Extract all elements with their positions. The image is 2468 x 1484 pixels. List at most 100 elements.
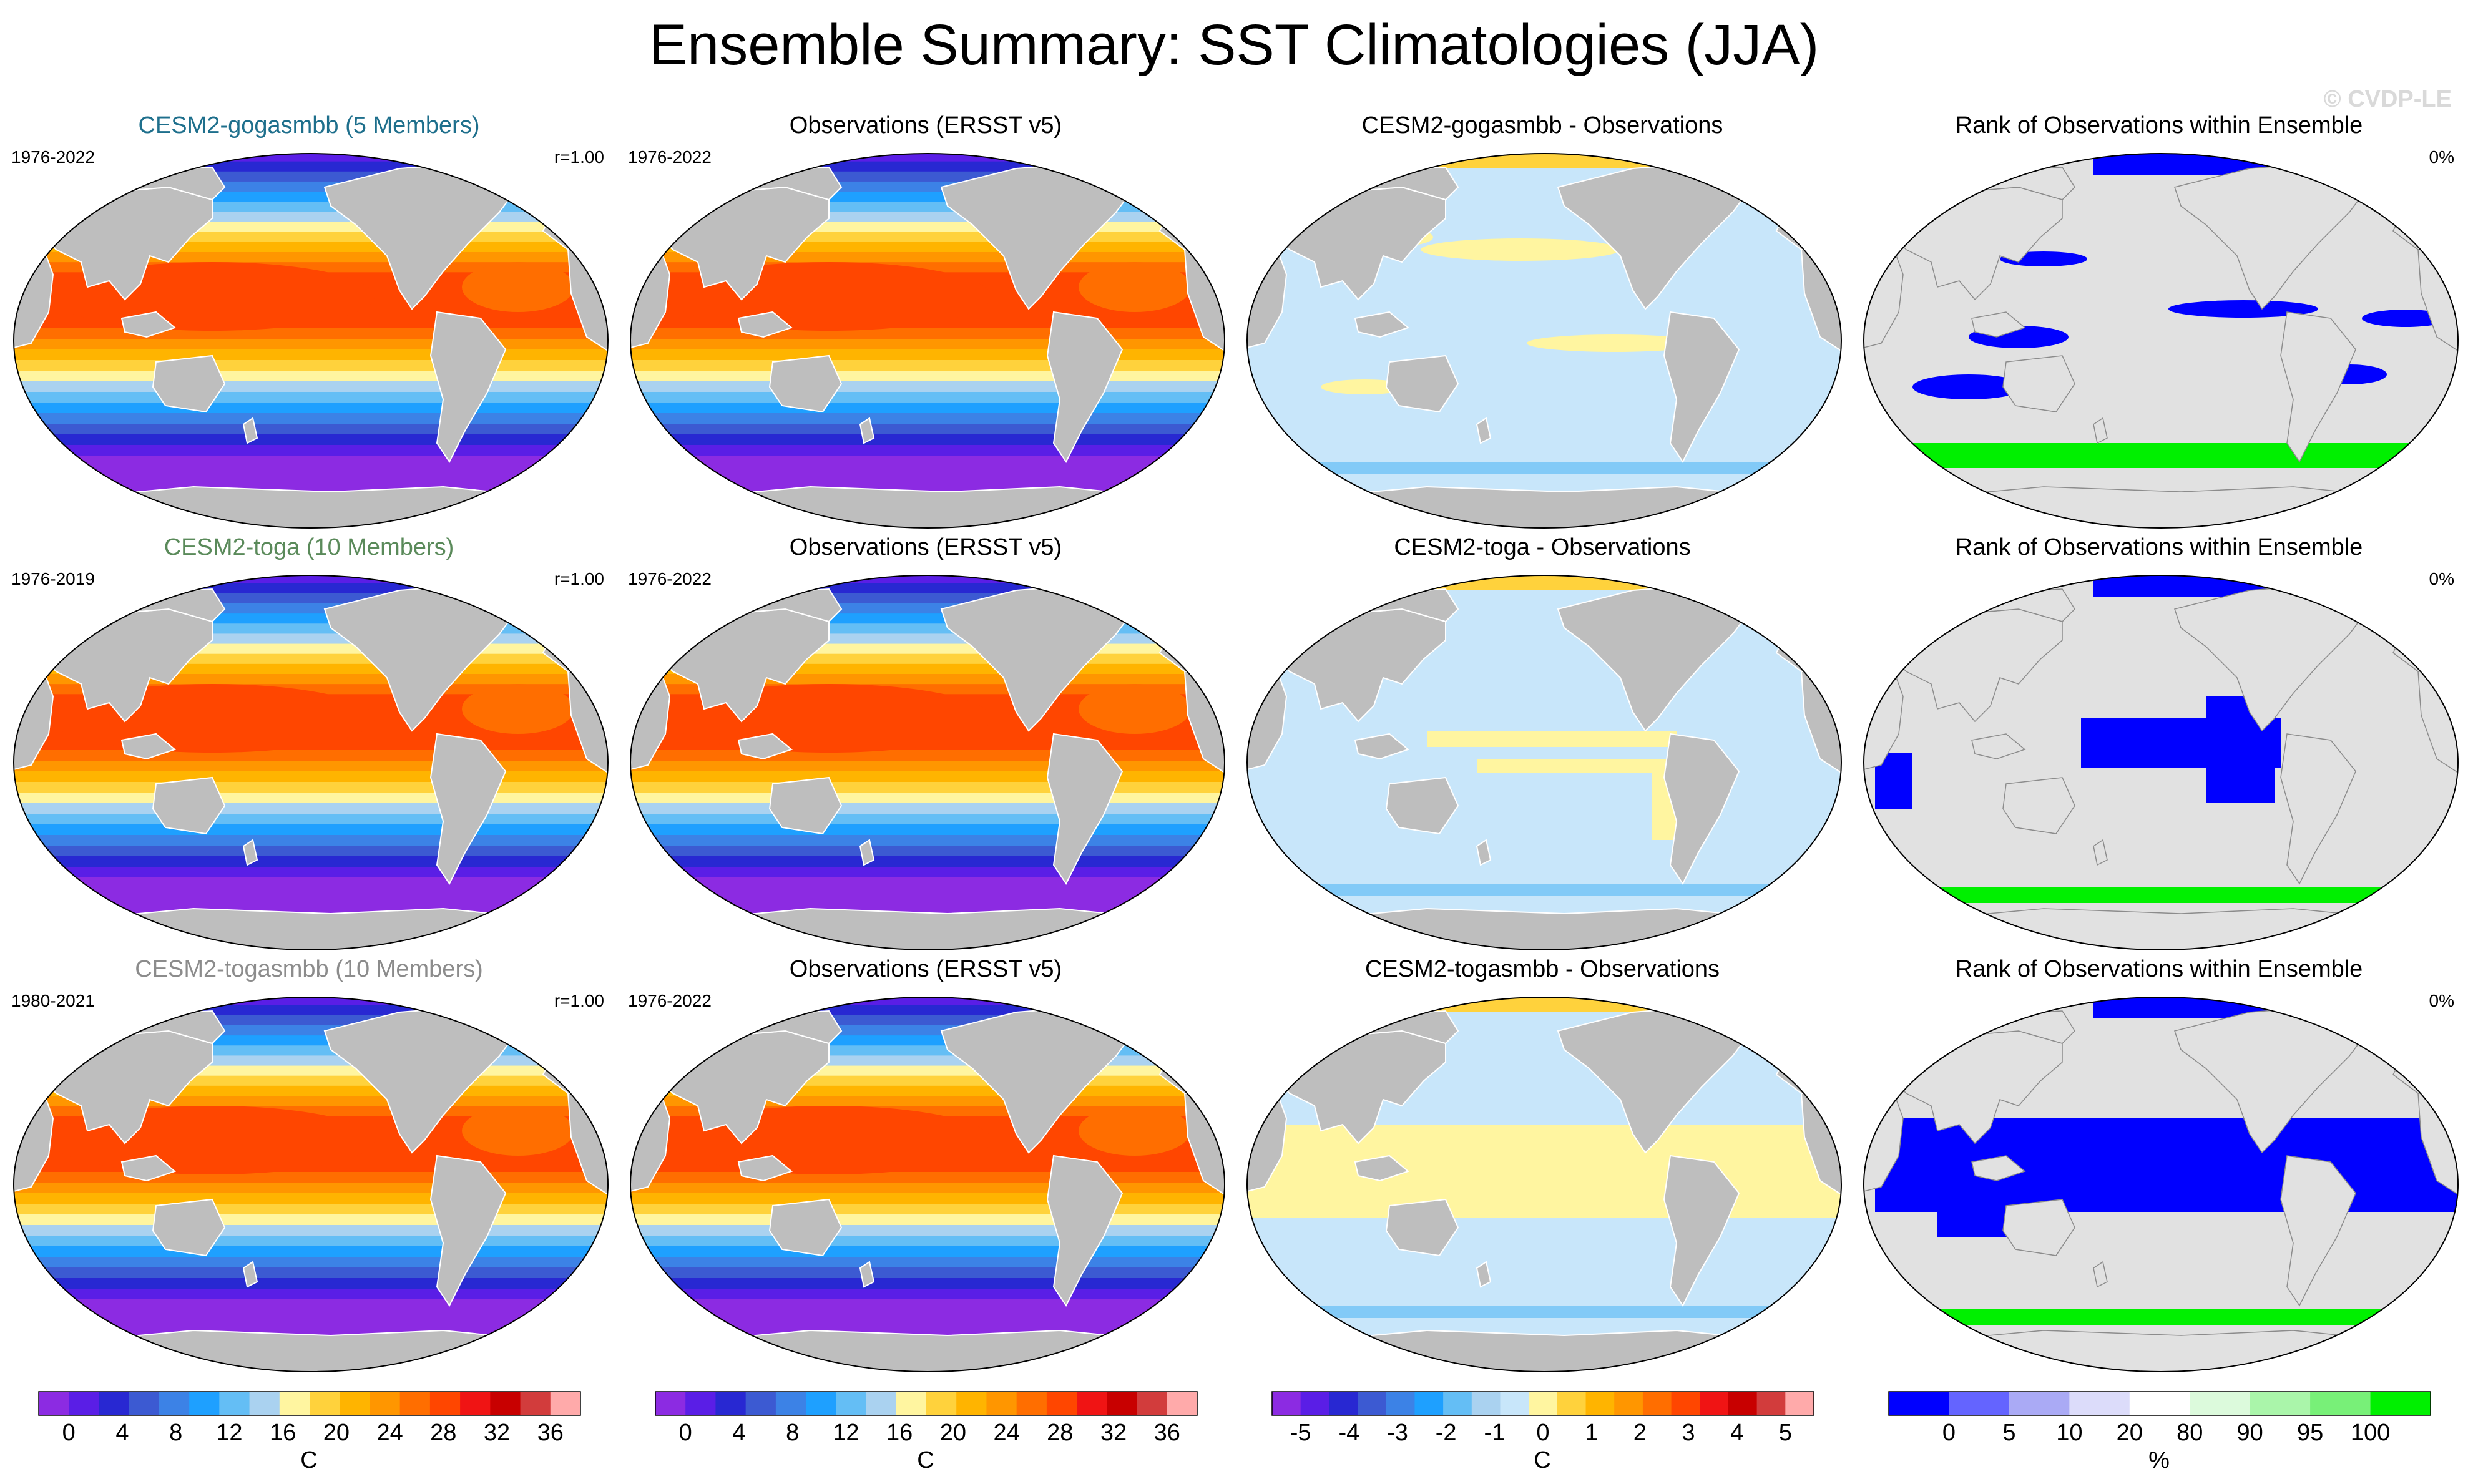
- land-samerica: [1046, 311, 1124, 463]
- colorbar-tick-label: 8: [169, 1420, 182, 1446]
- sst-colorbar: 0 4 8 12 16 20 24 28 32 36 C: [617, 1387, 1235, 1480]
- land-nz: [2093, 417, 2108, 444]
- colorbar-swatch: [1471, 1392, 1501, 1415]
- colorbar-tick-label: 8: [786, 1420, 799, 1446]
- colorbar-swatch: [715, 1392, 747, 1415]
- colorbar-swatch: [1077, 1392, 1107, 1415]
- obs-panel: Observations (ERSST v5) 1976-2022: [617, 954, 1235, 1375]
- land-nz: [859, 839, 875, 866]
- colorbar-swatch: [1756, 1392, 1786, 1415]
- land-samerica: [1046, 1154, 1124, 1307]
- colorbar-swatch: [926, 1392, 957, 1415]
- land-australia: [152, 1198, 226, 1257]
- map-frame: [1240, 993, 1849, 1375]
- land-antarctica: [14, 907, 608, 950]
- colorbar-swatch: [836, 1392, 867, 1415]
- rank-panel: Rank of Observations within Ensemble 0%: [1850, 532, 2468, 954]
- panel-title: Observations (ERSST v5): [789, 112, 1062, 139]
- colorbar-tick-label: 20: [940, 1420, 966, 1446]
- colorbar-tick-label: 28: [1047, 1420, 1073, 1446]
- colorbar-tick-label: 100: [2351, 1420, 2390, 1446]
- page-title: Ensemble Summary: SST Climatologies (JJA…: [649, 13, 1819, 77]
- colorbar-swatch: [1557, 1392, 1587, 1415]
- colorbar-tick-label: 0: [1942, 1420, 1956, 1446]
- colorbar-tick-label: 4: [732, 1420, 745, 1446]
- land-indonesia: [1354, 1154, 1410, 1182]
- colorbar-tick-label: 5: [1779, 1420, 1792, 1446]
- colorbar-tick-label: 28: [430, 1420, 456, 1446]
- colorbar-swatch: [159, 1392, 190, 1415]
- diff-panel: CESM2-togasmbb - Observations: [1233, 954, 1851, 1375]
- land-samerica: [429, 733, 507, 885]
- diff-colorbar: -5 -4 -3 -2 -1 0 1 2 3 4 5 C: [1233, 1387, 1851, 1480]
- land-antarctica: [14, 1329, 608, 1372]
- pattern-correlation: r=1.00: [554, 991, 604, 1010]
- land-samerica: [2280, 311, 2356, 463]
- map-frame: [6, 572, 615, 954]
- year-range: 1976-2022: [628, 147, 712, 167]
- land-australia: [152, 776, 226, 835]
- panel-title: Rank of Observations within Ensemble: [1955, 112, 2363, 139]
- colorbar-swatch: [1414, 1392, 1444, 1415]
- colorbar-swatch: [986, 1392, 1017, 1415]
- colorbar-swatch: [1585, 1392, 1615, 1415]
- colorbar-swatch: [219, 1392, 250, 1415]
- land-nz: [2093, 839, 2108, 866]
- colorbar-tick-label: 90: [2237, 1420, 2263, 1446]
- colorbar-tick-label: 36: [537, 1420, 564, 1446]
- colorbar-swatch: [2069, 1392, 2130, 1415]
- colorbar-swatch: [655, 1392, 686, 1415]
- colorbar-swatch: [129, 1392, 160, 1415]
- land-australia: [2002, 1199, 2075, 1256]
- land-samerica: [1046, 733, 1124, 885]
- rank-percent: 0%: [2429, 991, 2454, 1010]
- land-antarctica: [1864, 908, 2458, 950]
- colorbar-tick-label: 95: [2297, 1420, 2323, 1446]
- land-nz: [859, 417, 875, 444]
- land-indonesia: [737, 1154, 793, 1182]
- year-range: 1980-2021: [11, 991, 95, 1010]
- land-australia: [1385, 354, 1459, 413]
- rank-percent: 0%: [2429, 147, 2454, 167]
- colorbar-tick-label: 0: [679, 1420, 692, 1446]
- land-antarctica: [630, 1329, 1225, 1372]
- colorbar-tick-label: 32: [484, 1420, 510, 1446]
- colorbar-swatch: [1642, 1392, 1672, 1415]
- map-frame: [6, 993, 615, 1375]
- land-antarctica: [1247, 486, 1841, 528]
- diff-panel: CESM2-gogasmbb - Observations: [1233, 110, 1851, 532]
- land-australia: [768, 1198, 843, 1257]
- land-australia: [1385, 776, 1459, 835]
- colorbar-swatch: [1386, 1392, 1415, 1415]
- colorbar-swatch: [1728, 1392, 1758, 1415]
- colorbar-swatch: [69, 1392, 99, 1415]
- colorbar-swatch: [399, 1392, 431, 1415]
- sst-map: [13, 575, 609, 950]
- sst-map: [630, 153, 1225, 529]
- map-frame: [1856, 150, 2466, 532]
- land-antarctica: [1864, 486, 2458, 528]
- land-indonesia: [1971, 311, 2026, 338]
- land-indonesia: [120, 311, 177, 338]
- land-indonesia: [737, 311, 793, 338]
- colorbar-tick-label: 36: [1154, 1420, 1180, 1446]
- colorbar-swatch: [460, 1392, 491, 1415]
- colorbar-swatch: [745, 1392, 776, 1415]
- land-australia: [1385, 1198, 1459, 1257]
- sst-colorbar: 0 4 8 12 16 20 24 28 32 36 C: [0, 1387, 618, 1480]
- colorbar-swatch: [2250, 1392, 2311, 1415]
- pattern-correlation: r=1.00: [554, 569, 604, 588]
- land-nz: [1476, 417, 1492, 444]
- colorbar-swatch: [1614, 1392, 1643, 1415]
- colorbar-swatch: [1785, 1392, 1814, 1415]
- land-samerica: [429, 1154, 507, 1307]
- colorbar-tick-label: -4: [1338, 1420, 1359, 1446]
- colorbar-swatch: [279, 1392, 310, 1415]
- obs-panel: Observations (ERSST v5) 1976-2022: [617, 532, 1235, 954]
- diff-map: [1246, 997, 1842, 1372]
- land-nz: [1476, 1261, 1492, 1288]
- colorbar-swatch: [39, 1392, 69, 1415]
- colorbar-tick-label: -2: [1436, 1420, 1457, 1446]
- colorbar-swatch: [340, 1392, 370, 1415]
- land-antarctica: [630, 907, 1225, 950]
